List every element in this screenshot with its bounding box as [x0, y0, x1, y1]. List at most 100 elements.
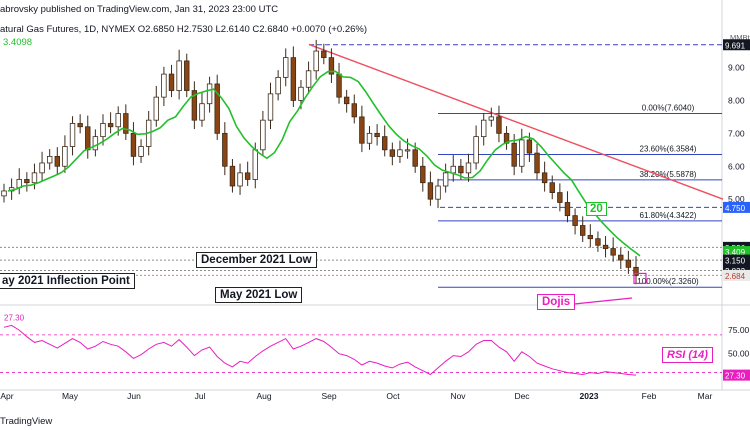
candle — [85, 126, 91, 151]
candle — [290, 57, 297, 101]
candle — [534, 152, 540, 174]
candle — [382, 136, 388, 151]
candle — [222, 132, 228, 167]
candle — [46, 155, 53, 164]
candle — [214, 83, 220, 134]
candle — [473, 136, 479, 164]
price-tag-label: 2.684 — [725, 272, 746, 281]
candle — [465, 162, 472, 174]
may-2021-inflection-callout: ay 2021 Inflection Point — [0, 273, 135, 289]
rsi-tick-label: 75.00 — [728, 325, 750, 335]
candle — [336, 73, 342, 98]
x-axis-label: Jul — [195, 391, 206, 401]
candle — [572, 215, 578, 226]
candle — [602, 244, 609, 249]
price-tag-label: 9.691 — [725, 41, 746, 50]
x-axis-label: Sep — [321, 391, 336, 401]
price-tick-label: 7.00 — [728, 128, 745, 138]
candle — [153, 96, 159, 121]
candle — [633, 266, 639, 276]
candle — [496, 116, 502, 134]
candle — [62, 146, 68, 167]
candle — [199, 103, 205, 121]
price-tag — [723, 201, 750, 213]
fib-level-label: 61.80%(4.3422) — [640, 211, 697, 220]
candle — [184, 60, 190, 91]
price-tag-label: 3.409 — [725, 248, 746, 257]
december-2021-low-callout: December 2021 Low — [196, 252, 317, 268]
candle — [564, 202, 571, 217]
candle — [115, 113, 121, 128]
candle — [587, 234, 594, 240]
rsi-line — [3, 324, 637, 376]
rsi-top-label: 27.30 — [4, 314, 25, 323]
price-tick-label: 5.00 — [728, 194, 745, 204]
candle — [305, 70, 312, 88]
candle — [610, 248, 616, 256]
published-line: abrovsky published on TradingView.com, J… — [0, 4, 279, 15]
candle — [397, 149, 403, 157]
candle — [283, 57, 289, 78]
candle — [412, 149, 418, 167]
candle — [595, 238, 601, 246]
price-tag — [723, 269, 750, 281]
fib-level-label: 23.60%(6.3584) — [640, 144, 697, 153]
x-axis-label: Feb — [642, 391, 657, 401]
price-tick-label: 8.00 — [728, 95, 745, 105]
candle — [237, 172, 243, 187]
candle — [450, 165, 456, 174]
x-axis-label: Dec — [514, 391, 530, 401]
doji-marker — [633, 272, 647, 285]
candle — [511, 142, 517, 167]
candle — [420, 165, 426, 184]
candle — [176, 60, 182, 91]
candle — [244, 172, 251, 180]
candle — [557, 192, 563, 203]
candle — [69, 123, 76, 147]
candle — [549, 182, 555, 193]
candle — [1, 190, 7, 197]
candle — [351, 103, 357, 118]
x-axis-label: Aug — [256, 391, 271, 401]
candle — [366, 132, 373, 144]
candle — [100, 123, 106, 138]
candle — [526, 139, 533, 154]
price-tag-label: 3.150 — [725, 257, 746, 266]
doji-arrow — [573, 297, 633, 305]
price-tick-label: 6.00 — [728, 161, 745, 171]
price-tag-label: 4.750 — [725, 204, 746, 213]
ma-value-readout: 3.4098 — [3, 37, 33, 48]
may-2021-low-callout: May 2021 Low — [215, 287, 303, 303]
downtrend-line — [308, 43, 724, 200]
candle — [313, 50, 319, 72]
x-axis-label: Nov — [450, 391, 466, 401]
price-tick-label: 9.00 — [728, 63, 745, 73]
fib-level-label: 100.00%(2.3260) — [637, 277, 699, 286]
candle — [229, 165, 236, 187]
candle — [427, 182, 434, 200]
x-axis-label: Apr — [0, 391, 13, 401]
tradingview-brand-text: TradingView — [0, 416, 53, 427]
candle — [191, 90, 198, 121]
price-tag — [723, 246, 750, 258]
candle — [321, 50, 327, 59]
candle — [54, 155, 61, 167]
candle — [260, 119, 266, 151]
fib-level-label: 38.20%(5.5878) — [640, 170, 697, 179]
candle — [625, 259, 632, 268]
candle — [24, 179, 30, 184]
candle — [481, 119, 487, 138]
candle — [618, 254, 624, 261]
rsi-label: RSI (14) — [662, 347, 713, 363]
x-axis-label: May — [62, 391, 79, 401]
candle — [123, 113, 129, 134]
candle — [298, 86, 304, 101]
unit-label: MMBtu — [730, 33, 750, 42]
candle — [442, 172, 449, 187]
candle — [161, 73, 167, 98]
candle — [39, 162, 45, 174]
dojis-callout: Dojis — [537, 294, 576, 310]
candle — [206, 83, 213, 105]
tradingview-brand: TradingView — [0, 416, 52, 427]
